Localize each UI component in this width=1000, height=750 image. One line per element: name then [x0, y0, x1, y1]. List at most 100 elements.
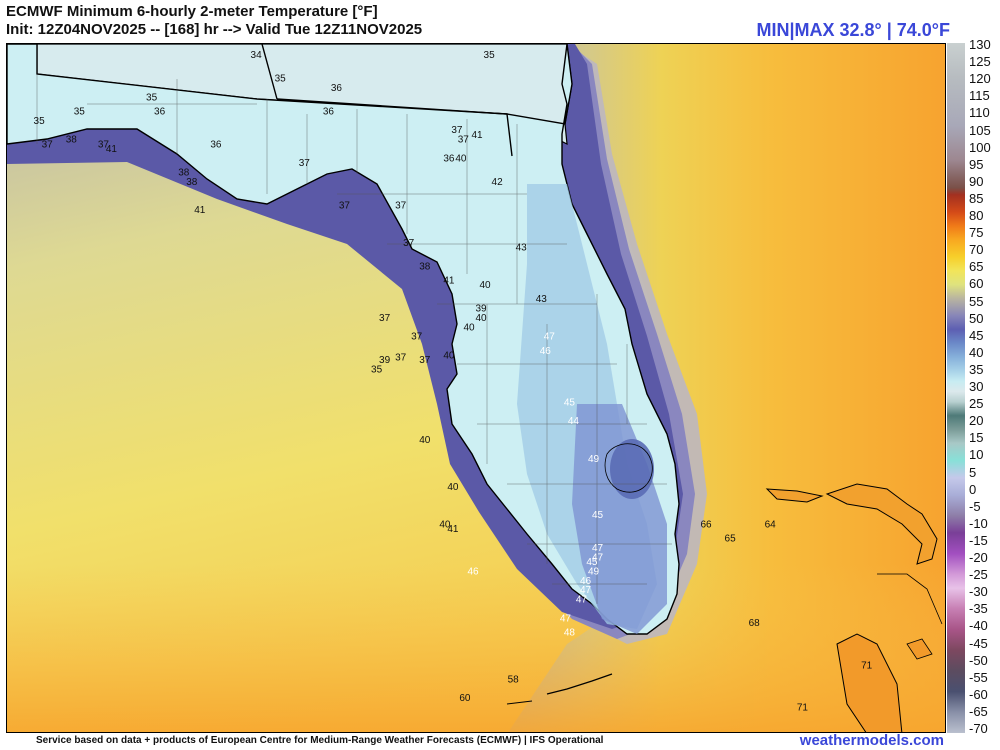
temperature-map: 34 35 35 35 36 36 35 35 36 37 38 37 41 36 38 38 41 37 37 37…: [6, 43, 946, 733]
station-temperature-label: 37: [98, 139, 110, 150]
lake-okeechobee-outline: [604, 443, 653, 493]
colorbar-tick: 120: [969, 71, 991, 87]
southern-waters: [7, 564, 945, 732]
station-temperature-label: 38: [419, 261, 431, 272]
station-temperature-label: 64: [765, 520, 777, 531]
station-temperature-label: 37: [395, 352, 407, 363]
station-temperature-label: 34: [251, 50, 263, 61]
colorbar-tick: 65: [969, 259, 984, 275]
bahamas-abaco: [825, 483, 938, 565]
station-temperature-label: 40: [479, 280, 491, 291]
colorbar-tick: 40: [969, 344, 984, 360]
site-link[interactable]: weathermodels.com: [799, 732, 944, 749]
station-temperature-label: 37: [419, 355, 431, 366]
station-temperature-label: 40: [419, 435, 431, 446]
station-temperature-label: 40: [475, 313, 487, 324]
station-temperature-label: 43: [536, 294, 548, 305]
temperature-colorbar: [947, 43, 965, 733]
colorbar-tick: 130: [969, 37, 991, 52]
station-temperature-label: 47: [592, 552, 604, 563]
station-temperature-label: 45: [592, 510, 604, 521]
station-temperature-label: 58: [508, 674, 520, 685]
map-subtitle: Init: 12Z04NOV2025 -- [168] hr --> Valid…: [6, 21, 423, 38]
station-temperature-label: 65: [725, 534, 737, 545]
station-temperature-label: 49: [588, 566, 600, 577]
colorbar-tick: 75: [969, 225, 984, 241]
colorbar-tick: 100: [969, 139, 991, 155]
station-temperature-label: 41: [194, 205, 206, 216]
colorbar-tick: 80: [969, 208, 984, 223]
colorbar-tick: 115: [969, 88, 990, 104]
colorbar-tick: 35: [969, 361, 984, 377]
station-temperature-label: 37: [458, 135, 470, 146]
station-temperature-label: 45: [564, 397, 576, 408]
colorbar-tick: 10: [969, 447, 984, 463]
station-temperature-label: 46: [540, 346, 552, 357]
station-temperature-label: 41: [106, 144, 118, 155]
colorbar-tick: -55: [969, 669, 988, 685]
station-temperature-label: 68: [749, 618, 761, 629]
station-temperature-label: 37: [451, 125, 463, 136]
station-temperature-label: 49: [588, 454, 600, 465]
colorbar-tick: -30: [969, 584, 988, 600]
colorbar-tick: -65: [969, 703, 988, 719]
station-temperature-label: 40: [439, 520, 451, 531]
colorbar-tick: 85: [969, 190, 984, 206]
colorbar-tick: 30: [969, 379, 984, 394]
station-temperature-label: 36: [443, 153, 455, 164]
station-temperature-label: 40: [455, 153, 467, 164]
bahamas-island: [906, 638, 933, 660]
station-temperature-label: 47: [592, 543, 604, 554]
colorbar-tick: 90: [969, 173, 984, 189]
station-temperature-label: 40: [463, 322, 475, 333]
bahamas-eleuthera: [877, 573, 943, 625]
bahamas-grand-bahama: [765, 488, 824, 503]
station-temperature-label: 36: [154, 106, 166, 117]
station-temperature-label: 35: [34, 116, 46, 127]
station-temperature-label: 41: [471, 130, 483, 141]
data-credit: Service based on data + products of Euro…: [36, 735, 604, 746]
colorbar-tick: 95: [969, 156, 984, 172]
colorbar-tick: 5: [969, 464, 977, 480]
station-temperature-label: 37: [395, 200, 407, 211]
station-temperature-label: 45: [586, 557, 598, 568]
colorbar-tick: -20: [969, 550, 988, 565]
station-temperature-label: 39: [475, 304, 487, 315]
florida-georgia-border: [276, 98, 513, 157]
station-temperature-label: 47: [544, 332, 556, 343]
colorbar-tick: -25: [969, 567, 988, 583]
station-temperature-label: 43: [516, 243, 528, 254]
colorbar-tick: -60: [969, 686, 988, 702]
station-temperature-label: 46: [580, 576, 592, 587]
station-temperature-label: 35: [74, 106, 86, 117]
colorbar-tick: 105: [969, 122, 991, 138]
station-temperature-label: 35: [146, 92, 158, 103]
station-temperature-label: 36: [331, 83, 343, 94]
map-title: ECMWF Minimum 6-hourly 2-meter Temperatu…: [6, 3, 378, 20]
station-temperature-label: 37: [299, 158, 311, 169]
station-temperature-label: 44: [568, 416, 580, 427]
colorbar-tick: -50: [969, 652, 988, 668]
station-temperature-label: 40: [443, 351, 455, 362]
station-temperature-label: 48: [564, 627, 576, 638]
lake-okeechobee-area: [610, 439, 654, 499]
station-temperature-label: 37: [403, 238, 415, 249]
alabama-georgia-border: [261, 44, 278, 100]
colorbar-tick: 70: [969, 242, 984, 258]
min-max-readout: MIN|MAX 32.8° | 74.0°F: [756, 20, 950, 40]
colorbar-tick: 55: [969, 293, 984, 309]
colorbar-tick: -70: [969, 721, 988, 736]
colorbar-tick: -10: [969, 515, 988, 531]
colorbar-tick: -15: [969, 532, 988, 548]
station-temperature-label: 46: [467, 566, 479, 577]
lower-keys: [506, 700, 533, 705]
station-temperature-label: 36: [323, 106, 335, 117]
colorbar-tick: 45: [969, 327, 984, 343]
station-temperature-label: 41: [443, 275, 455, 286]
colorbar-tick: 20: [969, 413, 984, 429]
station-temperature-label: 38: [66, 135, 78, 146]
colorbar-tick: 110: [969, 105, 990, 121]
station-temperature-label: 47: [580, 585, 592, 596]
